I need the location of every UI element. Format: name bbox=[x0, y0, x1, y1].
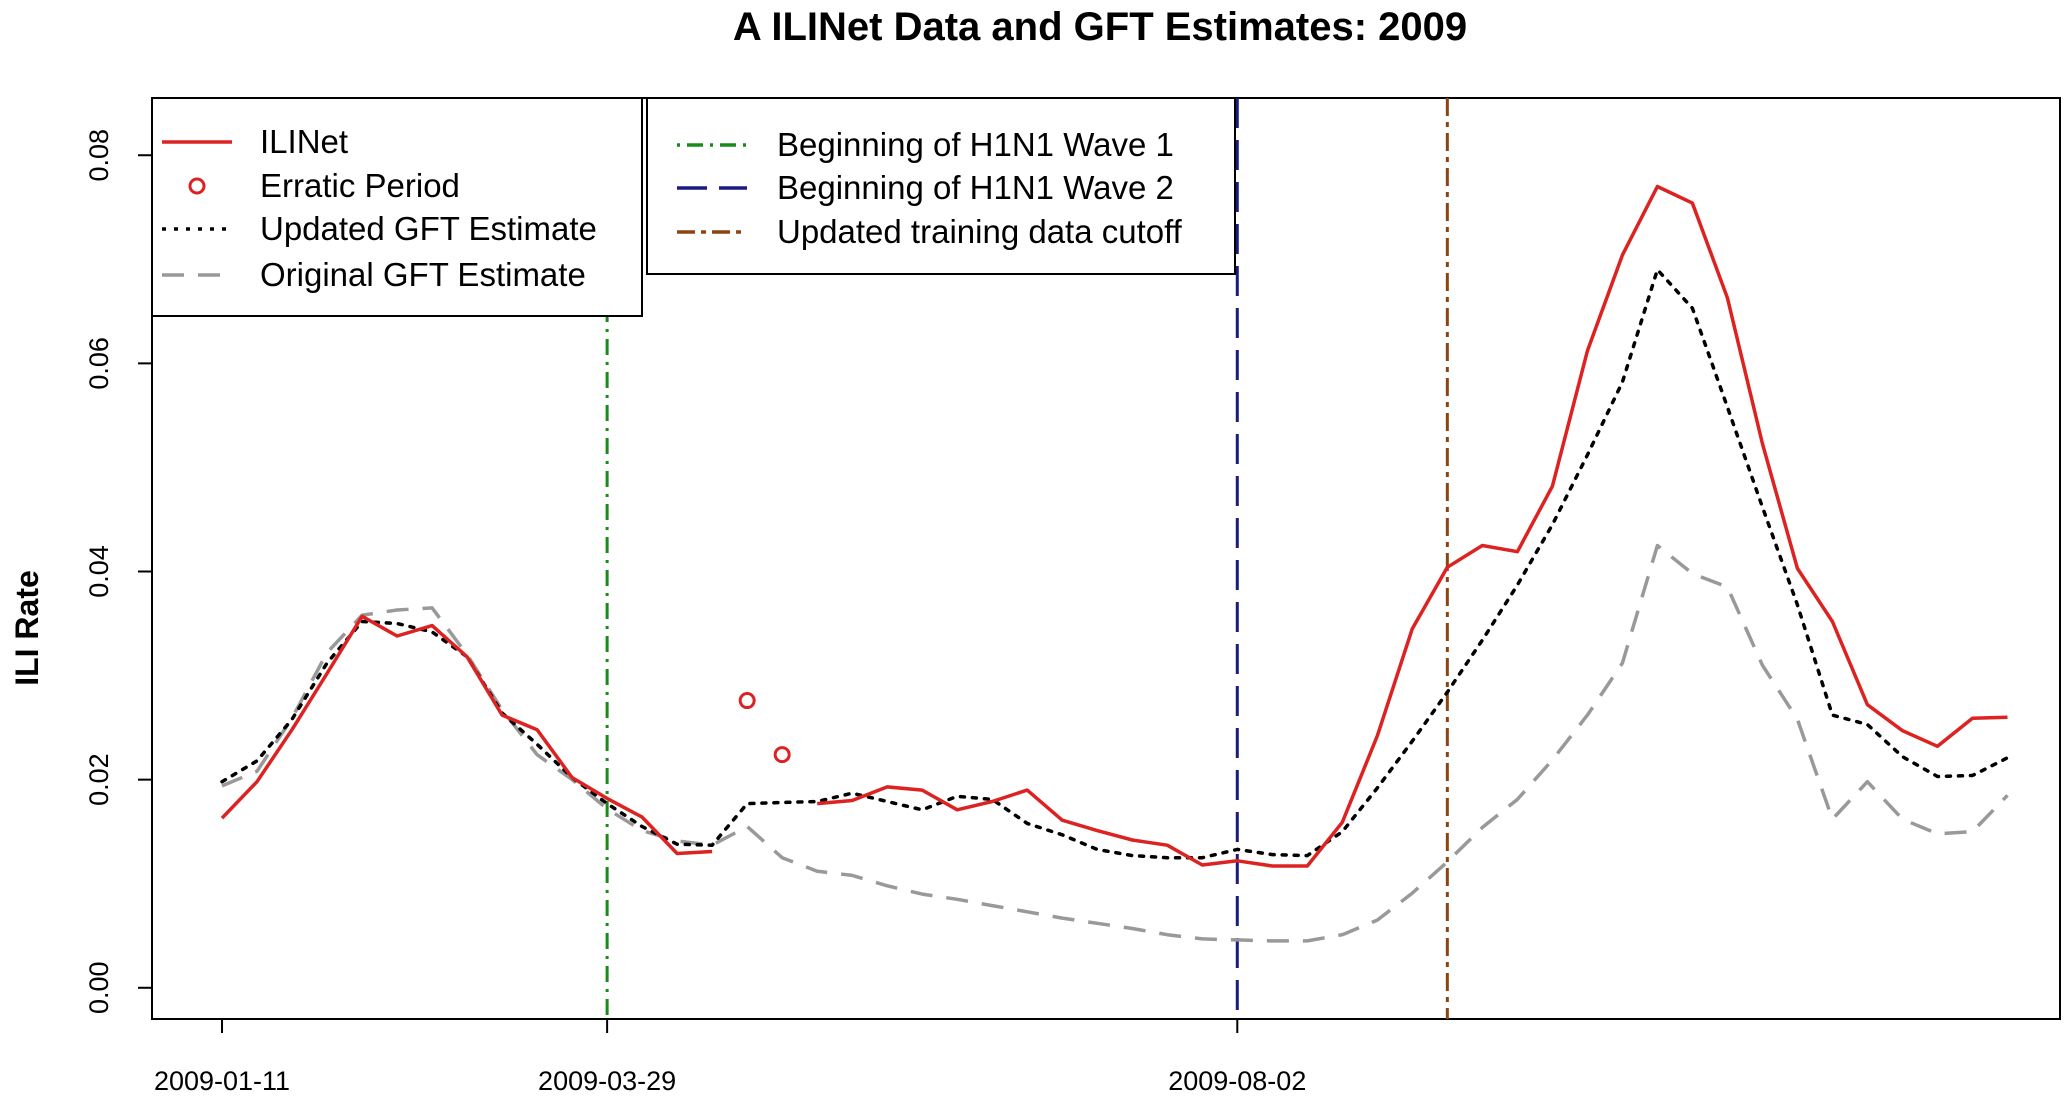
legend-label: ILINet bbox=[260, 123, 348, 160]
legend-box-2 bbox=[646, 97, 1236, 275]
erratic-point bbox=[738, 692, 756, 710]
legend-label: Updated GFT Estimate bbox=[260, 210, 597, 247]
y-tick-label: 0.02 bbox=[84, 753, 114, 806]
legend-label: Updated training data cutoff bbox=[777, 213, 1183, 250]
legend-label: Beginning of H1N1 Wave 1 bbox=[777, 126, 1174, 163]
y-tick-label: 0.06 bbox=[84, 337, 114, 390]
chart-title: A ILINet Data and GFT Estimates: 2009 bbox=[733, 5, 1467, 49]
erratic-point bbox=[773, 746, 791, 764]
x-tick-label: 2009-03-29 bbox=[538, 1066, 676, 1096]
legend-label: Original GFT Estimate bbox=[260, 256, 586, 293]
y-axis-label: ILI Rate bbox=[9, 570, 45, 686]
legend-label: Erratic Period bbox=[260, 167, 460, 204]
legend-swatch bbox=[188, 177, 206, 195]
y-tick-label: 0.00 bbox=[84, 961, 114, 1014]
series-line-0 bbox=[220, 184, 2008, 868]
y-tick-label: 0.04 bbox=[84, 545, 114, 598]
x-tick-label: 2009-08-02 bbox=[1168, 1066, 1306, 1096]
legend-box-1 bbox=[151, 97, 643, 317]
series-line-2 bbox=[221, 543, 2009, 943]
plot-area: 0.00 0.02 0.04 0.06 0.08 2009-01-11 2009-03-29… bbox=[84, 97, 2061, 1096]
legend-label: Beginning of H1N1 Wave 2 bbox=[777, 169, 1174, 206]
x-tick-label: 2009-01-11 bbox=[154, 1066, 290, 1096]
y-tick-label: 0.08 bbox=[84, 129, 114, 182]
series-line-1 bbox=[220, 267, 2010, 860]
